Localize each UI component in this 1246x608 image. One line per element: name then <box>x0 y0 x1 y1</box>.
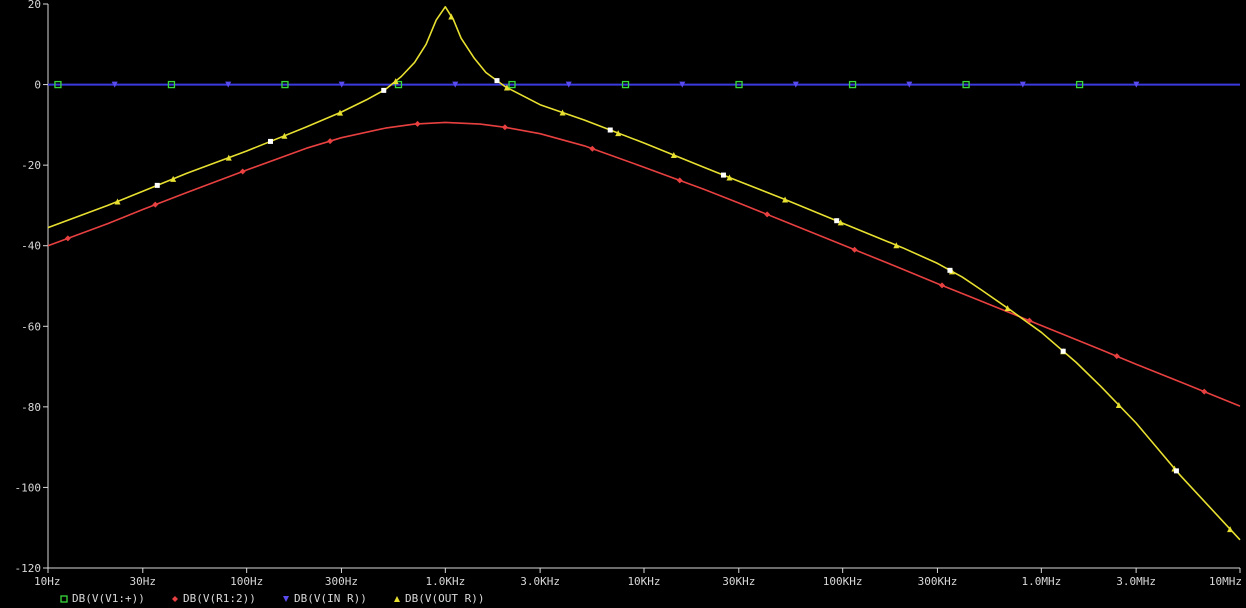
series-marker-r1 <box>676 177 683 184</box>
series-marker-out-r <box>1227 526 1234 533</box>
series-marker-out-r-white <box>154 182 160 188</box>
y-tick-label: -80 <box>21 401 41 414</box>
series-marker-r1 <box>152 201 159 208</box>
x-tick-label: 3.0MHz <box>1116 575 1156 588</box>
y-tick-label: -20 <box>21 159 41 172</box>
series-marker-out-r-white <box>268 138 274 144</box>
series-marker-out-r <box>559 109 566 116</box>
legend-label: DB(V(R1:2)) <box>183 592 256 605</box>
series-marker-r1 <box>1113 353 1120 360</box>
series-marker-out-r <box>448 13 455 20</box>
series-marker-out-r <box>114 198 121 205</box>
series-marker-r1 <box>764 211 771 218</box>
series-marker-out-r-white <box>1173 468 1179 474</box>
x-tick-label: 100KHz <box>823 575 863 588</box>
series-marker-r1 <box>939 282 945 289</box>
series-marker-r1 <box>327 138 334 145</box>
series-marker-in-r <box>111 81 118 88</box>
series-marker-in-r <box>338 81 345 88</box>
series-marker-out-r-white <box>720 172 726 178</box>
series-marker-r1 <box>501 124 508 131</box>
series-marker-out-r-white <box>607 127 613 133</box>
series-marker-r1 <box>1026 317 1033 324</box>
series-marker-in-r <box>565 81 572 88</box>
series-line-out-r <box>47 6 1241 541</box>
series-marker-v1 <box>621 80 630 89</box>
series-marker-in-r <box>906 81 913 88</box>
y-tick-label: -100 <box>15 481 42 494</box>
y-tick-label: -60 <box>21 320 41 333</box>
x-tick-label: 300KHz <box>918 575 958 588</box>
series-marker-out-r <box>503 84 510 91</box>
series-marker-in-r <box>452 81 459 88</box>
series-marker-out-r <box>170 175 177 182</box>
legend-marker <box>394 596 400 602</box>
series-marker-v1 <box>1075 80 1084 89</box>
y-tick-label: 20 <box>28 0 41 11</box>
series-marker-r1 <box>589 145 596 152</box>
legend-marker <box>283 596 289 602</box>
x-tick-label: 10Hz <box>34 575 61 588</box>
series-marker-in-r <box>1133 81 1140 88</box>
series-marker-v1 <box>735 80 743 89</box>
series-marker-in-r <box>1019 81 1026 88</box>
series-marker-out-r <box>670 152 677 159</box>
series-marker-v1 <box>167 80 176 89</box>
x-tick-label: 10MHz <box>1209 575 1242 588</box>
series-marker-out-r-white <box>834 218 840 224</box>
series-marker-v1 <box>848 80 857 89</box>
series-marker-out-r <box>337 109 344 116</box>
series-marker-r1 <box>851 246 858 253</box>
x-tick-label: 10KHz <box>627 575 660 588</box>
series-marker-r1 <box>64 235 71 242</box>
series-marker-out-r <box>837 219 844 226</box>
y-tick-label: -40 <box>21 240 41 253</box>
x-tick-label: 1.0MHz <box>1021 575 1061 588</box>
x-tick-label: 300Hz <box>325 575 358 588</box>
series-marker-r1 <box>1201 388 1208 395</box>
series-marker-out-r-white <box>381 87 387 93</box>
series-marker-out-r-white <box>1060 348 1066 354</box>
y-tick-label: -120 <box>15 562 42 575</box>
chart-legend: DB(V(V1:+)) DB(V(R1:2)) DB(V(IN R)) DB(V(OU… <box>60 592 484 605</box>
series-marker-out-r <box>893 242 900 249</box>
series-marker-v1 <box>962 80 970 89</box>
legend-label: DB(V(IN R)) <box>294 592 367 605</box>
series-marker-out-r <box>782 196 789 203</box>
series-marker-in-r <box>225 81 232 88</box>
series-marker-out-r <box>1115 402 1122 409</box>
series-marker-out-r <box>392 78 399 85</box>
legend-marker <box>60 595 68 603</box>
x-tick-label: 1.0KHz <box>425 575 465 588</box>
chart-series-layer <box>47 6 1241 541</box>
series-marker-out-r <box>1004 305 1011 312</box>
series-marker-out-r <box>281 132 288 139</box>
legend-label: DB(V(V1:+)) <box>72 592 145 605</box>
series-marker-out-r-white <box>494 78 500 84</box>
x-tick-label: 30KHz <box>722 575 755 588</box>
series-marker-v1 <box>54 80 62 89</box>
x-tick-label: 100Hz <box>230 575 263 588</box>
legend-marker <box>172 596 178 602</box>
x-tick-label: 3.0KHz <box>520 575 560 588</box>
series-marker-out-r-white <box>947 267 953 273</box>
series-marker-r1 <box>239 168 246 175</box>
series-marker-r1 <box>414 120 421 127</box>
series-marker-v1 <box>508 80 516 89</box>
series-marker-out-r <box>615 130 622 137</box>
series-marker-v1 <box>281 80 289 89</box>
x-tick-label: 30Hz <box>130 575 157 588</box>
legend-label: DB(V(OUT R)) <box>405 592 484 605</box>
y-tick-label: 0 <box>34 79 41 92</box>
series-marker-v1 <box>394 80 403 89</box>
series-marker-out-r <box>225 154 232 161</box>
series-marker-in-r <box>792 81 799 88</box>
series-marker-out-r <box>726 174 733 181</box>
series-marker-in-r <box>679 81 686 88</box>
